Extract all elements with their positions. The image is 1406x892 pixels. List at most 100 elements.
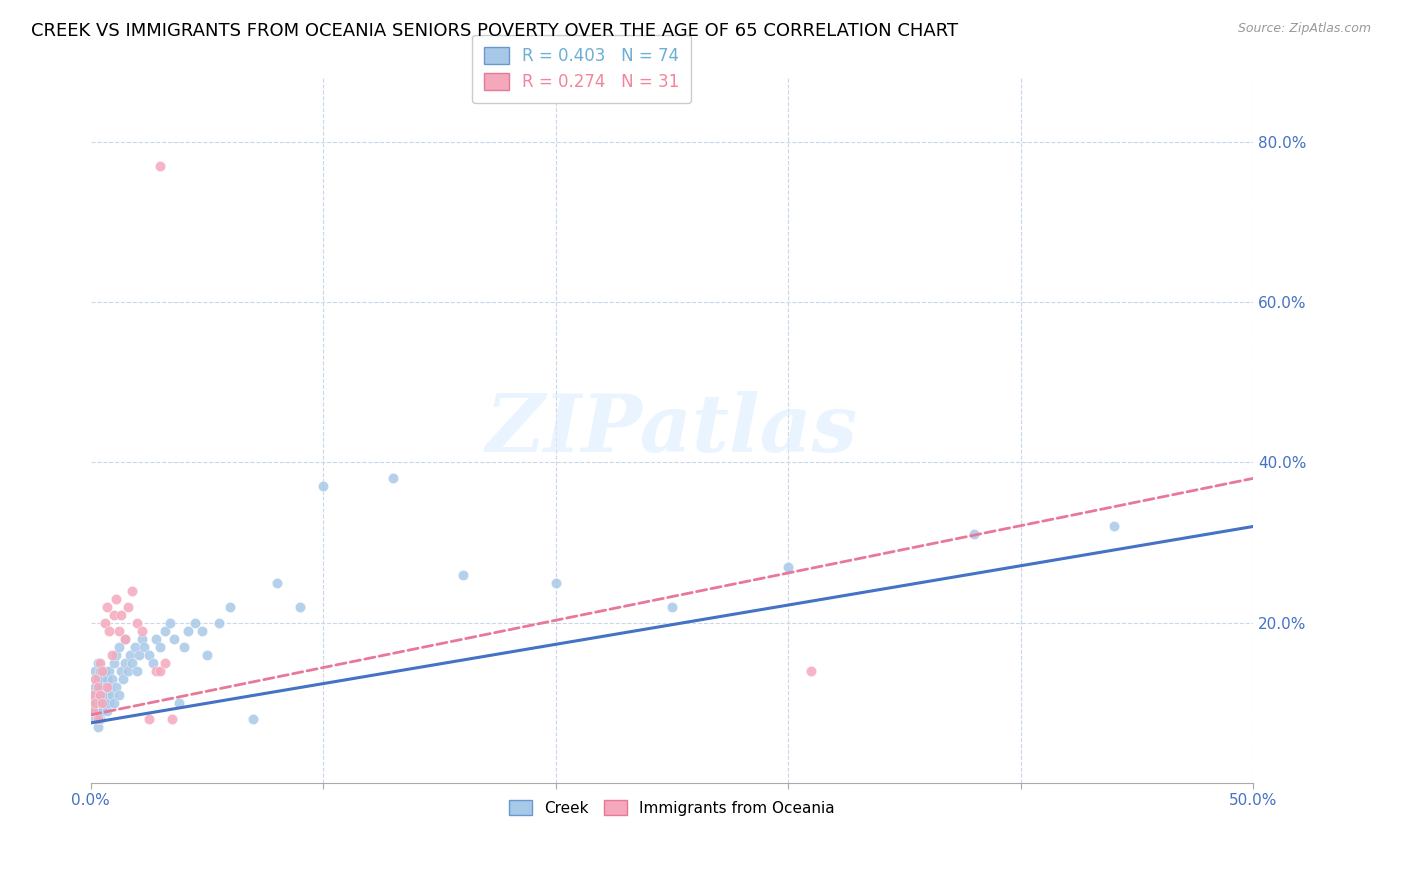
Point (128, 648, 150, 662)
Point (103, 696, 125, 710)
Point (124, 640, 146, 654)
Point (153, 624, 176, 638)
Point (153, 656, 176, 670)
Point (84, 672, 107, 686)
Point (86, 704, 108, 718)
Point (177, 624, 200, 638)
Point (91, 696, 114, 710)
Point (103, 607, 125, 622)
Point (963, 527, 986, 541)
Point (86, 672, 108, 686)
Point (105, 648, 128, 662)
Point (149, 159, 172, 173)
Point (107, 624, 129, 638)
Point (91, 672, 114, 686)
Point (98, 664, 121, 678)
Point (100, 688, 122, 702)
Point (103, 656, 125, 670)
Point (160, 712, 183, 726)
Point (191, 624, 214, 638)
Point (120, 648, 142, 662)
Point (96, 599, 118, 614)
Point (381, 471, 404, 485)
Point (195, 648, 218, 662)
Point (84, 712, 107, 726)
Point (93, 664, 115, 678)
Point (110, 664, 132, 678)
Point (117, 664, 139, 678)
Point (91, 664, 114, 678)
Point (86, 688, 108, 702)
Point (173, 640, 195, 654)
Point (100, 648, 122, 662)
Point (105, 680, 128, 694)
Point (145, 632, 167, 646)
Point (86, 720, 108, 734)
Point (105, 591, 128, 606)
Point (112, 672, 135, 686)
Point (107, 688, 129, 702)
Point (145, 664, 167, 678)
Point (778, 559, 800, 574)
Point (89, 664, 111, 678)
Point (82, 688, 104, 702)
Point (167, 696, 190, 710)
Point (1102, 519, 1125, 533)
Point (86, 680, 108, 694)
Text: CREEK VS IMMIGRANTS FROM OCEANIA SENIORS POVERTY OVER THE AGE OF 65 CORRELATION : CREEK VS IMMIGRANTS FROM OCEANIA SENIORS… (31, 22, 957, 40)
Point (114, 632, 136, 646)
Point (138, 712, 160, 726)
Point (242, 712, 264, 726)
Point (82, 704, 104, 718)
Point (91, 688, 114, 702)
Point (138, 648, 160, 662)
Point (184, 615, 207, 630)
Point (207, 615, 229, 630)
Point (544, 575, 567, 590)
Point (219, 599, 242, 614)
Point (121, 656, 143, 670)
Point (89, 680, 111, 694)
Point (127, 664, 149, 678)
Point (93, 696, 115, 710)
Point (82, 688, 104, 702)
Point (312, 479, 335, 493)
Point (82, 704, 104, 718)
Point (288, 599, 311, 614)
Point (800, 664, 823, 678)
Point (96, 704, 118, 718)
Point (100, 672, 122, 686)
Point (107, 640, 129, 654)
Point (127, 615, 149, 630)
Point (86, 656, 108, 670)
Point (89, 712, 111, 726)
Point (163, 632, 186, 646)
Point (114, 632, 136, 646)
Text: Source: ZipAtlas.com: Source: ZipAtlas.com (1237, 22, 1371, 36)
Point (89, 688, 111, 702)
Point (131, 632, 153, 646)
Point (84, 664, 107, 678)
Point (114, 656, 136, 670)
Text: ZIPatlas: ZIPatlas (486, 392, 858, 469)
Point (96, 680, 118, 694)
Point (132, 640, 155, 654)
Point (91, 704, 114, 718)
Point (98, 680, 121, 694)
Point (84, 696, 107, 710)
Point (142, 656, 165, 670)
Point (86, 712, 108, 726)
Point (91, 696, 114, 710)
Point (121, 583, 143, 598)
Point (84, 696, 107, 710)
Point (98, 624, 121, 638)
Point (266, 575, 288, 590)
Point (96, 688, 118, 702)
Point (89, 696, 111, 710)
Point (451, 567, 474, 582)
Point (93, 680, 115, 694)
Point (84, 680, 107, 694)
Point (98, 696, 121, 710)
Legend: Creek, Immigrants from Oceania: Creek, Immigrants from Oceania (501, 790, 844, 825)
Point (117, 599, 139, 614)
